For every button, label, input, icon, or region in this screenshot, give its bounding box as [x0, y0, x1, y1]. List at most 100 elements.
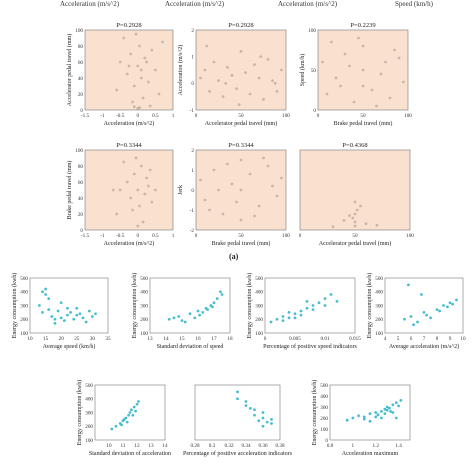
panel-title: P=0.3344	[116, 142, 142, 149]
y-tick-label: 60	[78, 180, 84, 186]
scatter-point	[136, 188, 140, 192]
scatter-point	[253, 63, 256, 67]
y-tick-label: 100	[75, 28, 83, 34]
scatter-point	[359, 204, 362, 208]
scatter-point	[402, 80, 405, 84]
scatter-point	[138, 204, 141, 208]
x-axis-label: Brake pedal travel (mm)	[334, 120, 393, 127]
x-tick-label: 1	[352, 443, 355, 449]
y-tick-label: 100	[140, 331, 148, 337]
scatter-point	[139, 68, 143, 72]
scatter-point	[271, 184, 274, 188]
scatter-point	[53, 317, 57, 321]
scatter-point	[420, 293, 423, 296]
scatter-point	[75, 313, 79, 317]
plot-area	[150, 278, 230, 333]
scatter-point	[127, 413, 130, 417]
y-axis-label: Energy consumption (kwh)	[366, 273, 373, 339]
scatter-panel-b7: 0.8 1 1.2 1.4 0 100 200 300 400 500 Acceleration m…	[311, 380, 411, 457]
scatter-point	[125, 180, 129, 184]
scatter-point	[203, 198, 207, 202]
x-tick-label: 0.005	[289, 336, 301, 342]
scatter-point	[299, 309, 303, 313]
scatter-point	[446, 305, 449, 309]
scatter-point	[394, 401, 398, 404]
scatter-point	[139, 164, 143, 168]
x-tick-label: 1	[172, 233, 175, 239]
y-axis-label: Energy consumption (kwh)	[131, 273, 138, 339]
plot-area	[265, 278, 355, 333]
scatter-point	[72, 317, 76, 321]
scatter-point	[325, 92, 329, 96]
scatter-point	[244, 400, 248, 403]
y-tick-label: -1	[190, 108, 195, 114]
scatter-point	[287, 310, 291, 314]
scatter-point	[220, 293, 224, 296]
y-tick-label: 0	[325, 438, 328, 444]
scatter-point	[122, 36, 126, 40]
x-tick-label: 4	[384, 336, 387, 342]
scatter-point	[211, 305, 214, 309]
x-tick-label: 10	[460, 336, 466, 342]
scatter-point	[212, 60, 216, 64]
scatter-point	[208, 208, 211, 212]
scatter-point	[273, 81, 277, 85]
scatter-point	[66, 313, 69, 317]
scatter-point	[353, 220, 357, 224]
plot-area	[318, 30, 408, 110]
scatter-point	[385, 408, 389, 412]
scatter-point	[239, 158, 243, 162]
scatter-point	[361, 44, 365, 48]
scatter-point	[150, 48, 154, 52]
x-tick-label: 14	[162, 443, 168, 449]
scatter-point	[380, 416, 383, 420]
x-axis-label: Brake pedal travel (mm)	[212, 240, 271, 247]
scatter-point	[196, 309, 200, 313]
plot-frame	[84, 29, 174, 111]
scatter-point	[259, 55, 263, 59]
x-tick-label: 10	[106, 443, 112, 449]
x-tick-label: 25	[74, 336, 80, 342]
scatter-point	[146, 184, 150, 188]
scatter-point	[374, 411, 378, 414]
scatter-point	[351, 416, 355, 420]
x-tick-label: 11	[121, 443, 126, 449]
scatter-point	[281, 315, 285, 318]
scatter-point	[269, 320, 273, 324]
scatter-point	[355, 208, 359, 212]
scatter-point	[75, 306, 79, 310]
scatter-point	[239, 188, 243, 192]
scatter-point	[351, 216, 355, 220]
scatter-point	[141, 96, 145, 100]
scatter-point	[334, 76, 338, 80]
x-tick-label: 0.5	[152, 113, 159, 119]
x-tick-label: 0	[317, 113, 320, 119]
scatter-point	[305, 299, 309, 303]
plot-frame	[195, 149, 287, 231]
scatter-point	[345, 418, 349, 422]
scatter-point	[53, 321, 57, 325]
x-tick-label: 20	[59, 336, 65, 342]
y-tick-label: 500	[375, 276, 383, 282]
scatter-point	[362, 415, 366, 419]
scatter-point	[257, 76, 261, 80]
x-tick-label: 50	[238, 113, 244, 119]
x-tick-label: 100	[282, 233, 290, 239]
y-tick-label: 20	[78, 212, 84, 218]
scatter-point	[145, 176, 149, 180]
scatter-point	[69, 310, 72, 314]
y-tick-label: 100	[375, 331, 383, 337]
y-tick-label: 300	[140, 303, 148, 309]
x-tick-label: -1	[100, 113, 105, 119]
y-tick-label: 500	[85, 383, 93, 389]
scatter-point	[47, 308, 51, 312]
scatter-point	[448, 301, 452, 305]
x-tick-label: 18	[227, 336, 233, 342]
scatter-point	[154, 188, 157, 192]
x-tick-label: 50	[352, 233, 358, 239]
y-tick-label: 40	[78, 196, 84, 202]
y-tick-label: 0	[191, 81, 194, 87]
scatter-point	[380, 410, 383, 413]
